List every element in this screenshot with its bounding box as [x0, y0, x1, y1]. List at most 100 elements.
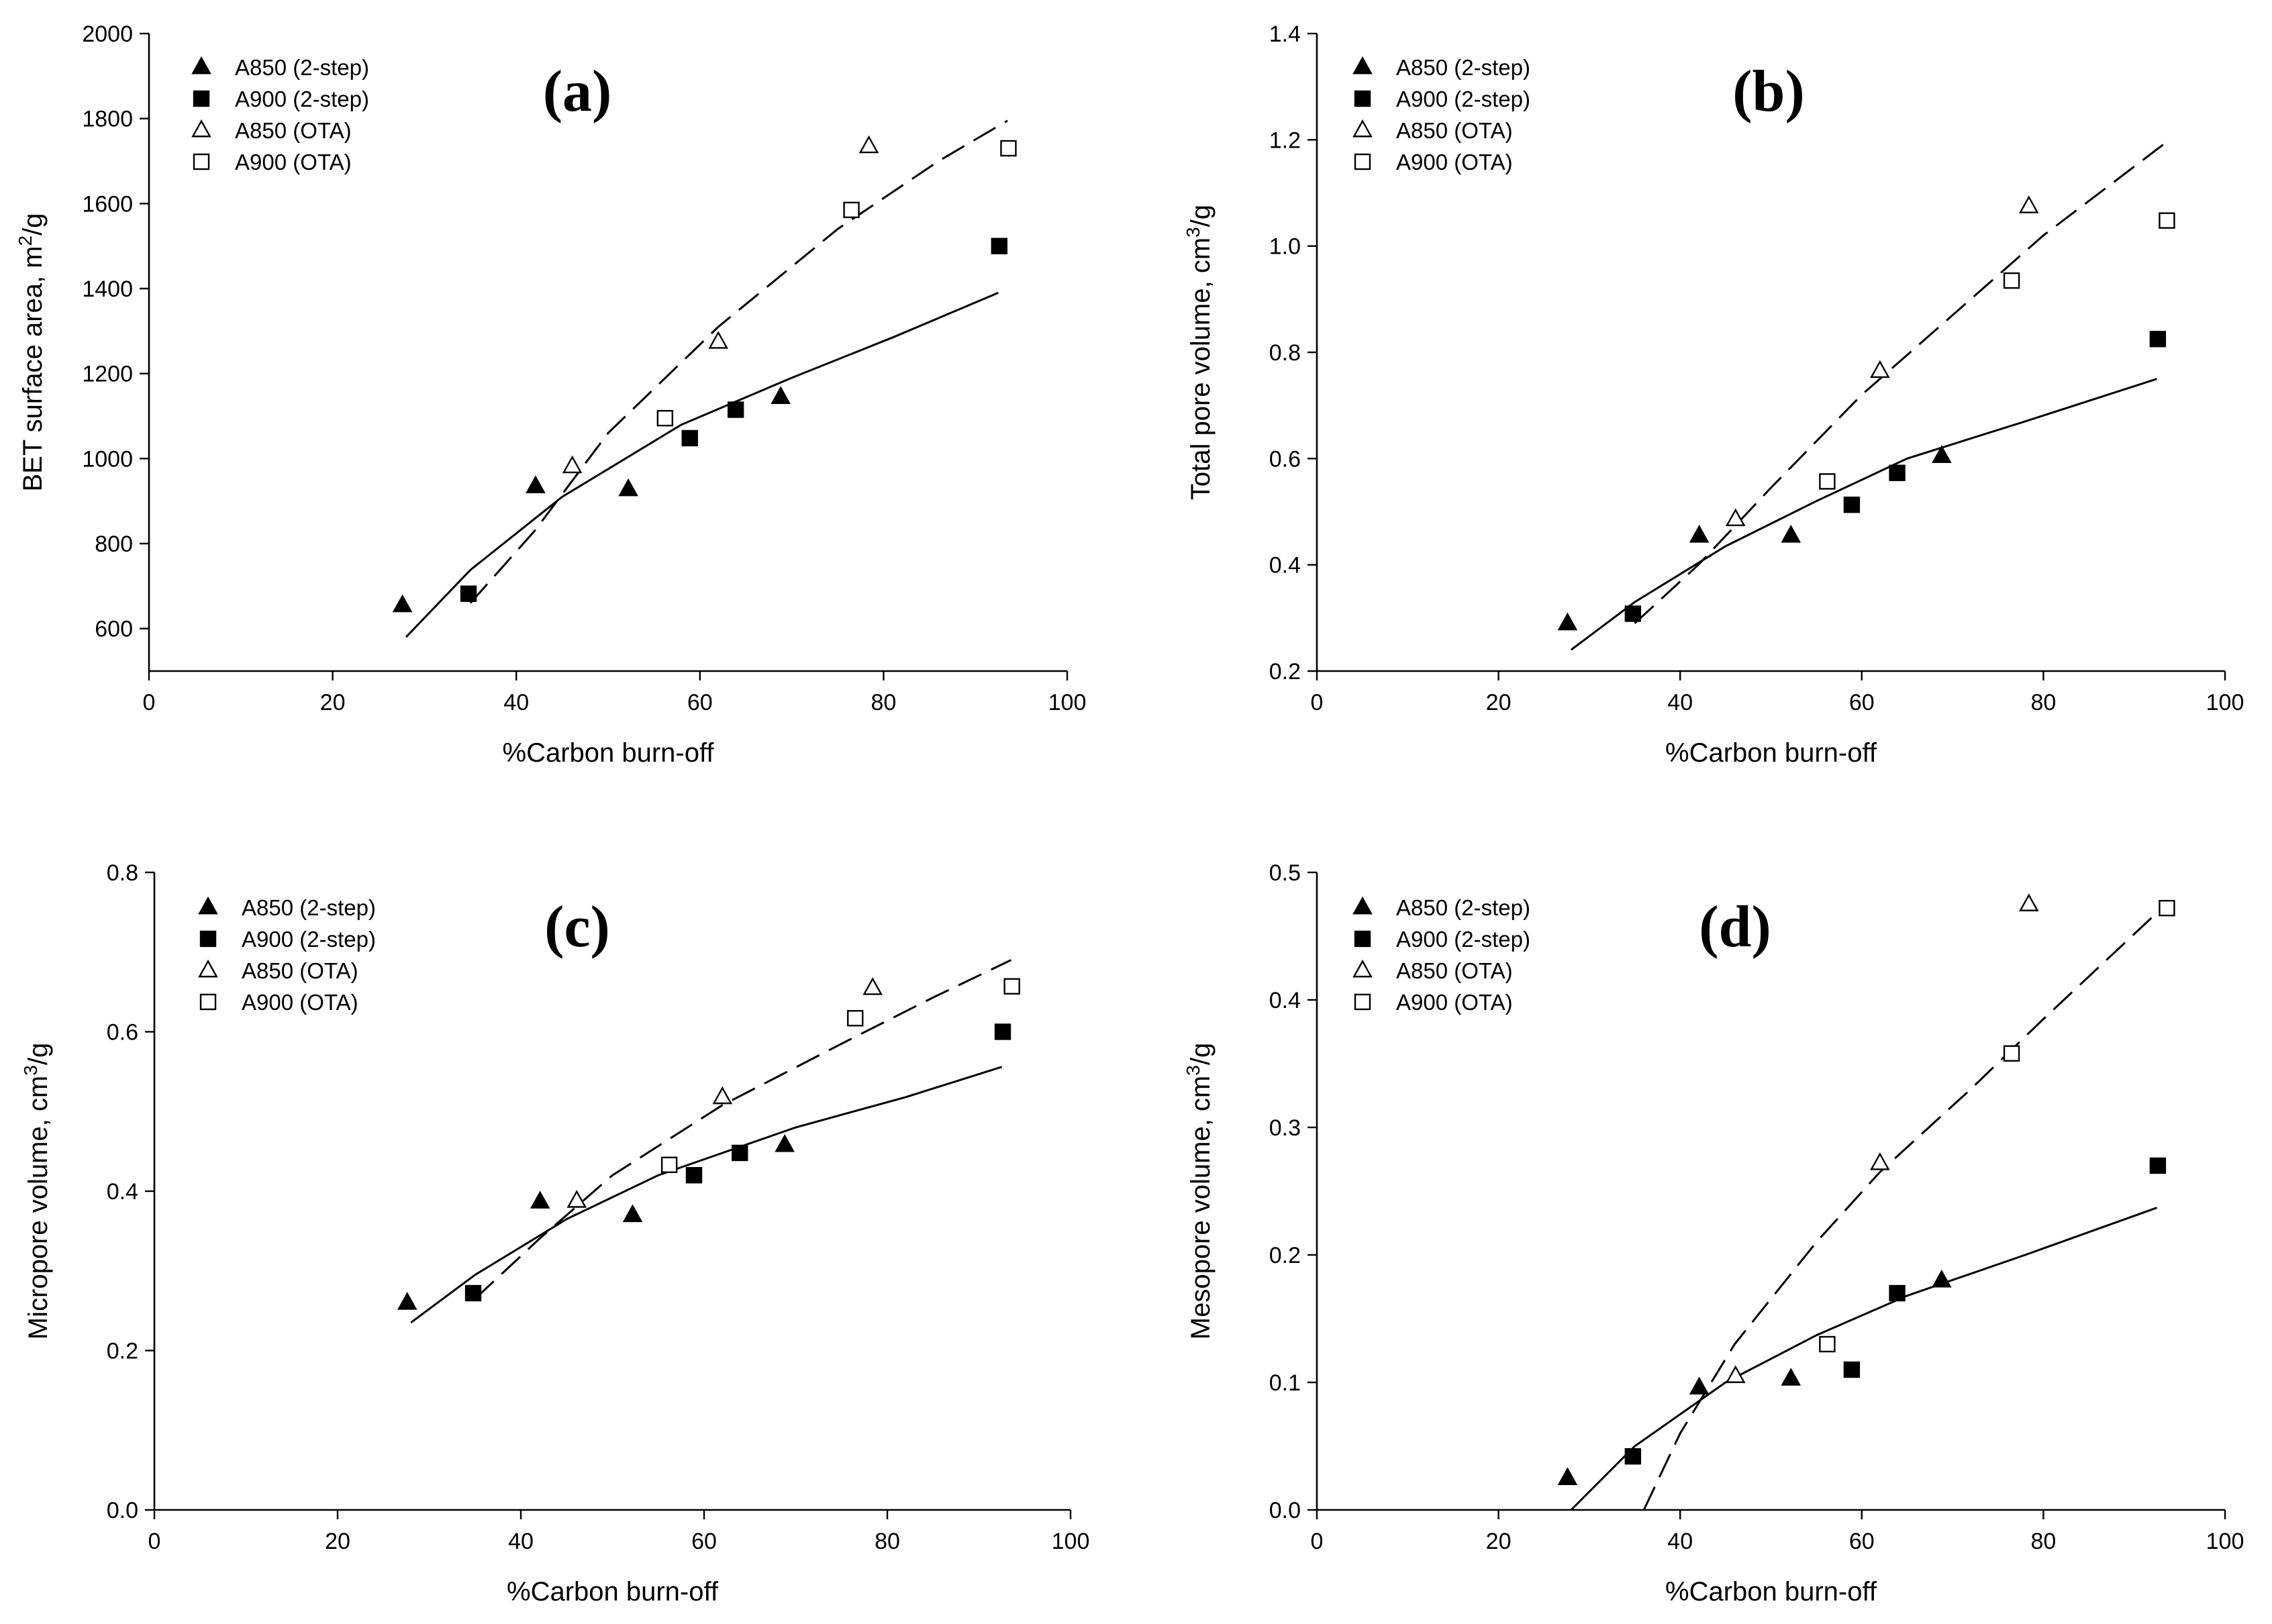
legend: A850 (2-step) A900 (2-step) A850 (OTA) A900…: [1352, 55, 1530, 174]
x-tick-label: 60: [687, 690, 713, 715]
legend-label: A900 (2-step): [1396, 927, 1530, 952]
data-point-filled-triangle: [1781, 525, 1801, 543]
data-point-filled-triangle: [397, 1292, 417, 1310]
y-tick-label: 1.0: [1269, 234, 1301, 260]
legend-filled-square-icon: [1354, 930, 1371, 948]
legend: A850 (2-step) A900 (2-step) A850 (OTA) A900…: [191, 55, 369, 174]
data-point-open-square: [1003, 978, 1020, 995]
two-step-fit-line: [1570, 378, 2157, 651]
data-point-open-square: [656, 409, 674, 427]
x-tick-label: 60: [691, 1529, 717, 1554]
x-tick-label: 0: [1311, 690, 1324, 715]
chart-panel-4: 0 20 40 60 80 100 0.0 0.1 0.2 0.3 0.4 0.5 %Carbon bu…: [1183, 860, 2244, 1607]
x-tick-label: 60: [1849, 690, 1875, 715]
data-point-filled-triangle: [1689, 1376, 1710, 1395]
data-point-open-triangle: [1870, 1152, 1890, 1170]
legend-label: A850 (2-step): [1396, 55, 1530, 80]
data-point-filled-square: [727, 401, 744, 418]
data-point-open-triangle: [858, 135, 879, 154]
y-tick-label: 0.1: [1269, 1370, 1301, 1396]
legend-filled-triangle-icon: [198, 896, 218, 915]
x-tick-label: 40: [1667, 690, 1693, 715]
panel-label: (a): [543, 59, 612, 124]
data-point-filled-triangle: [1781, 1368, 1801, 1386]
data-point-filled-square: [2149, 1157, 2167, 1174]
data-point-open-triangle: [712, 1086, 733, 1105]
legend-label: A850 (2-step): [1396, 895, 1530, 920]
data-point-open-square: [843, 201, 860, 219]
data-point-open-square: [1000, 140, 1017, 157]
y-tick-label: 2000: [82, 21, 133, 47]
y-tick-label: 1.4: [1269, 21, 1301, 47]
x-axis-title: %Carbon burn-off: [507, 1577, 719, 1607]
y-tick-label: 0.0: [107, 1498, 138, 1523]
data-point-filled-square: [1889, 1284, 1906, 1302]
x-tick-label: 100: [2206, 690, 2244, 715]
y-tick-label: 1400: [82, 276, 133, 302]
legend-open-square-icon: [1354, 153, 1371, 170]
x-tick-label: 0: [143, 690, 156, 715]
legend-label: A900 (2-step): [235, 87, 369, 111]
ota-fit-line: [1642, 903, 2167, 1511]
legend-open-triangle-icon: [191, 119, 211, 138]
legend-label: A900 (OTA): [1396, 150, 1513, 174]
data-point-open-triangle: [562, 455, 583, 474]
y-tick-label: 0.8: [1269, 340, 1301, 366]
two-step-fit-line: [410, 1066, 1003, 1324]
data-point-filled-square: [1843, 497, 1861, 513]
data-point-open-triangle: [1725, 1365, 1746, 1383]
two-step-fit-line: [1570, 1207, 2158, 1511]
data-point-open-square: [1819, 1335, 1836, 1353]
data-point-filled-square: [1624, 605, 1642, 622]
legend-filled-square-icon: [193, 90, 210, 107]
x-tick-label: 80: [871, 690, 896, 715]
data-point-filled-square: [460, 585, 477, 602]
legend-filled-triangle-icon: [191, 56, 211, 74]
data-point-filled-square: [1624, 1448, 1642, 1465]
y-tick-label: 0.6: [1269, 446, 1301, 472]
chart-panel-3: 0 20 40 60 80 100 0.0 0.2 0.4 0.6 0.8 %Carbon burn-…: [20, 860, 1090, 1607]
y-tick-label: 0.0: [1269, 1498, 1301, 1523]
data-point-filled-square: [994, 1023, 1011, 1040]
panel-label: (b): [1732, 59, 1805, 124]
y-axis-title: Mesopore volume, cm3/g: [1183, 1043, 1216, 1339]
legend-label: A900 (2-step): [242, 927, 376, 952]
data-point-open-square: [660, 1156, 678, 1174]
data-point-filled-square: [685, 1167, 703, 1184]
legend-filled-triangle-icon: [1352, 56, 1373, 74]
data-point-open-triangle: [862, 977, 883, 995]
x-tick-label: 100: [1052, 1529, 1090, 1554]
y-tick-label: 1000: [82, 446, 133, 472]
x-tick-label: 20: [1486, 1529, 1512, 1554]
x-tick-label: 0: [148, 1529, 161, 1554]
y-tick-label: 0.4: [1269, 553, 1301, 578]
y-tick-label: 800: [95, 531, 133, 557]
chart-panel-2: 0 20 40 60 80 100 0.2 0.4 0.6 0.8 1.0 1.2 1.4 %Carbon…: [1183, 21, 2244, 768]
legend-open-triangle-icon: [1352, 119, 1373, 138]
data-point-open-triangle: [1870, 360, 1890, 378]
legend-open-triangle-icon: [198, 959, 218, 978]
y-tick-label: 600: [95, 617, 133, 642]
x-tick-label: 40: [503, 690, 529, 715]
data-point-open-square: [847, 1010, 864, 1027]
data-point-open-square: [2003, 272, 2020, 289]
y-tick-label: 1200: [82, 362, 133, 387]
data-point-filled-triangle: [392, 594, 413, 613]
y-axis-title: Micropore volume, cm3/g: [20, 1043, 54, 1339]
legend-open-square-icon: [1354, 993, 1371, 1011]
data-point-filled-triangle: [530, 1190, 550, 1209]
data-point-open-triangle: [2018, 893, 2039, 911]
legend-filled-square-icon: [1354, 90, 1371, 107]
y-tick-label: 0.2: [107, 1339, 138, 1364]
legend-label: A900 (2-step): [1396, 87, 1530, 111]
legend-open-square-icon: [199, 993, 217, 1011]
panel-label: (d): [1699, 895, 1771, 960]
data-point-filled-triangle: [1557, 612, 1578, 631]
data-point-filled-triangle: [1557, 1467, 1578, 1485]
legend-label: A850 (2-step): [235, 55, 369, 80]
x-tick-label: 100: [1048, 690, 1087, 715]
ota-fit-line: [474, 959, 1011, 1300]
y-axis-title: Total pore volume, cm3/g: [1183, 205, 1216, 500]
data-point-filled-square: [1843, 1361, 1861, 1378]
data-point-open-triangle: [708, 331, 728, 349]
